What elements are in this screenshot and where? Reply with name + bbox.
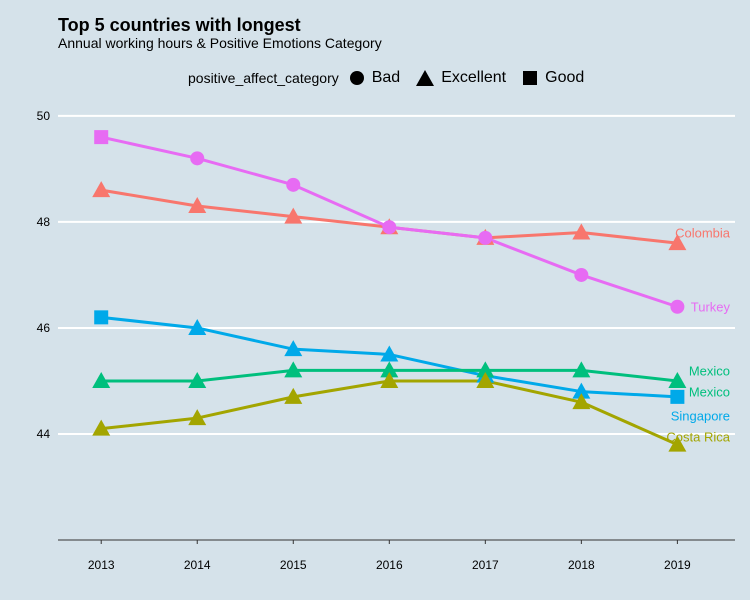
point-colombia xyxy=(668,234,687,251)
legend-item-bad: Bad xyxy=(349,69,400,87)
x-tick-label: 2017 xyxy=(472,558,499,572)
y-tick-label: 50 xyxy=(37,109,51,123)
x-tick-label: 2016 xyxy=(376,558,403,572)
y-tick-label: 44 xyxy=(37,427,51,441)
x-tick-label: 2015 xyxy=(280,558,307,572)
series-line-colombia xyxy=(100,188,678,245)
end-label-mexico: Mexico xyxy=(689,385,730,400)
series-line-costa-rica xyxy=(101,379,678,446)
legend-title: positive_affect_category xyxy=(188,70,339,86)
end-label-singapore: Singapore xyxy=(671,408,730,423)
point-mexico xyxy=(476,361,495,378)
point-mexico xyxy=(284,361,303,378)
end-label-costa-rica: Costa Rica xyxy=(666,430,730,445)
point-costa-rica xyxy=(380,371,399,388)
point-mexico xyxy=(92,371,111,388)
point-turkey xyxy=(190,151,205,166)
x-tick-label: 2019 xyxy=(664,558,691,572)
point-colombia xyxy=(572,223,591,240)
end-label-mexico: Mexico xyxy=(689,363,730,378)
point-mexico xyxy=(188,371,207,388)
legend-label-good: Good xyxy=(545,69,585,86)
point-turkey xyxy=(478,230,493,245)
point-costa-rica xyxy=(284,387,303,404)
point-costa-rica xyxy=(572,393,591,410)
legend-item-excellent: Excellent xyxy=(416,69,506,87)
point-costa-rica xyxy=(476,371,495,388)
point-turkey xyxy=(286,177,301,192)
end-label-colombia: Colombia xyxy=(675,226,731,241)
point-colombia xyxy=(92,181,111,198)
legend-label-excellent: Excellent xyxy=(441,69,507,86)
point-singapore xyxy=(572,382,591,399)
end-label-turkey: Turkey xyxy=(691,300,731,315)
legend-item-good: Good xyxy=(522,69,584,87)
x-tick-label: 2014 xyxy=(184,558,211,572)
point-singapore xyxy=(670,389,685,404)
point-colombia xyxy=(188,197,207,214)
point-singapore xyxy=(284,340,303,357)
point-singapore xyxy=(94,310,109,325)
legend-label-bad: Bad xyxy=(371,69,401,86)
circle-icon xyxy=(349,71,364,85)
point-turkey xyxy=(670,299,685,314)
point-turkey xyxy=(94,130,109,145)
point-mexico xyxy=(572,361,591,378)
point-costa-rica xyxy=(92,419,111,436)
point-colombia xyxy=(284,207,303,224)
x-tick-label: 2013 xyxy=(88,558,115,572)
point-singapore xyxy=(188,318,207,335)
point-costa-rica xyxy=(668,435,687,452)
y-tick-label: 48 xyxy=(37,215,51,229)
legend: positive_affect_category Bad Excellent G… xyxy=(188,66,600,90)
point-costa-rica xyxy=(188,409,207,426)
triangle-icon xyxy=(416,70,435,86)
point-turkey xyxy=(382,220,397,235)
y-tick-label: 46 xyxy=(37,321,51,335)
x-tick-label: 2018 xyxy=(568,558,595,572)
point-mexico xyxy=(668,371,687,388)
point-singapore xyxy=(380,345,399,362)
chart-title: Top 5 countries with longest xyxy=(58,15,301,35)
square-icon xyxy=(523,71,538,85)
point-turkey xyxy=(574,267,589,282)
chart-subtitle: Annual working hours & Positive Emotions… xyxy=(58,35,382,51)
point-mexico xyxy=(380,361,399,378)
